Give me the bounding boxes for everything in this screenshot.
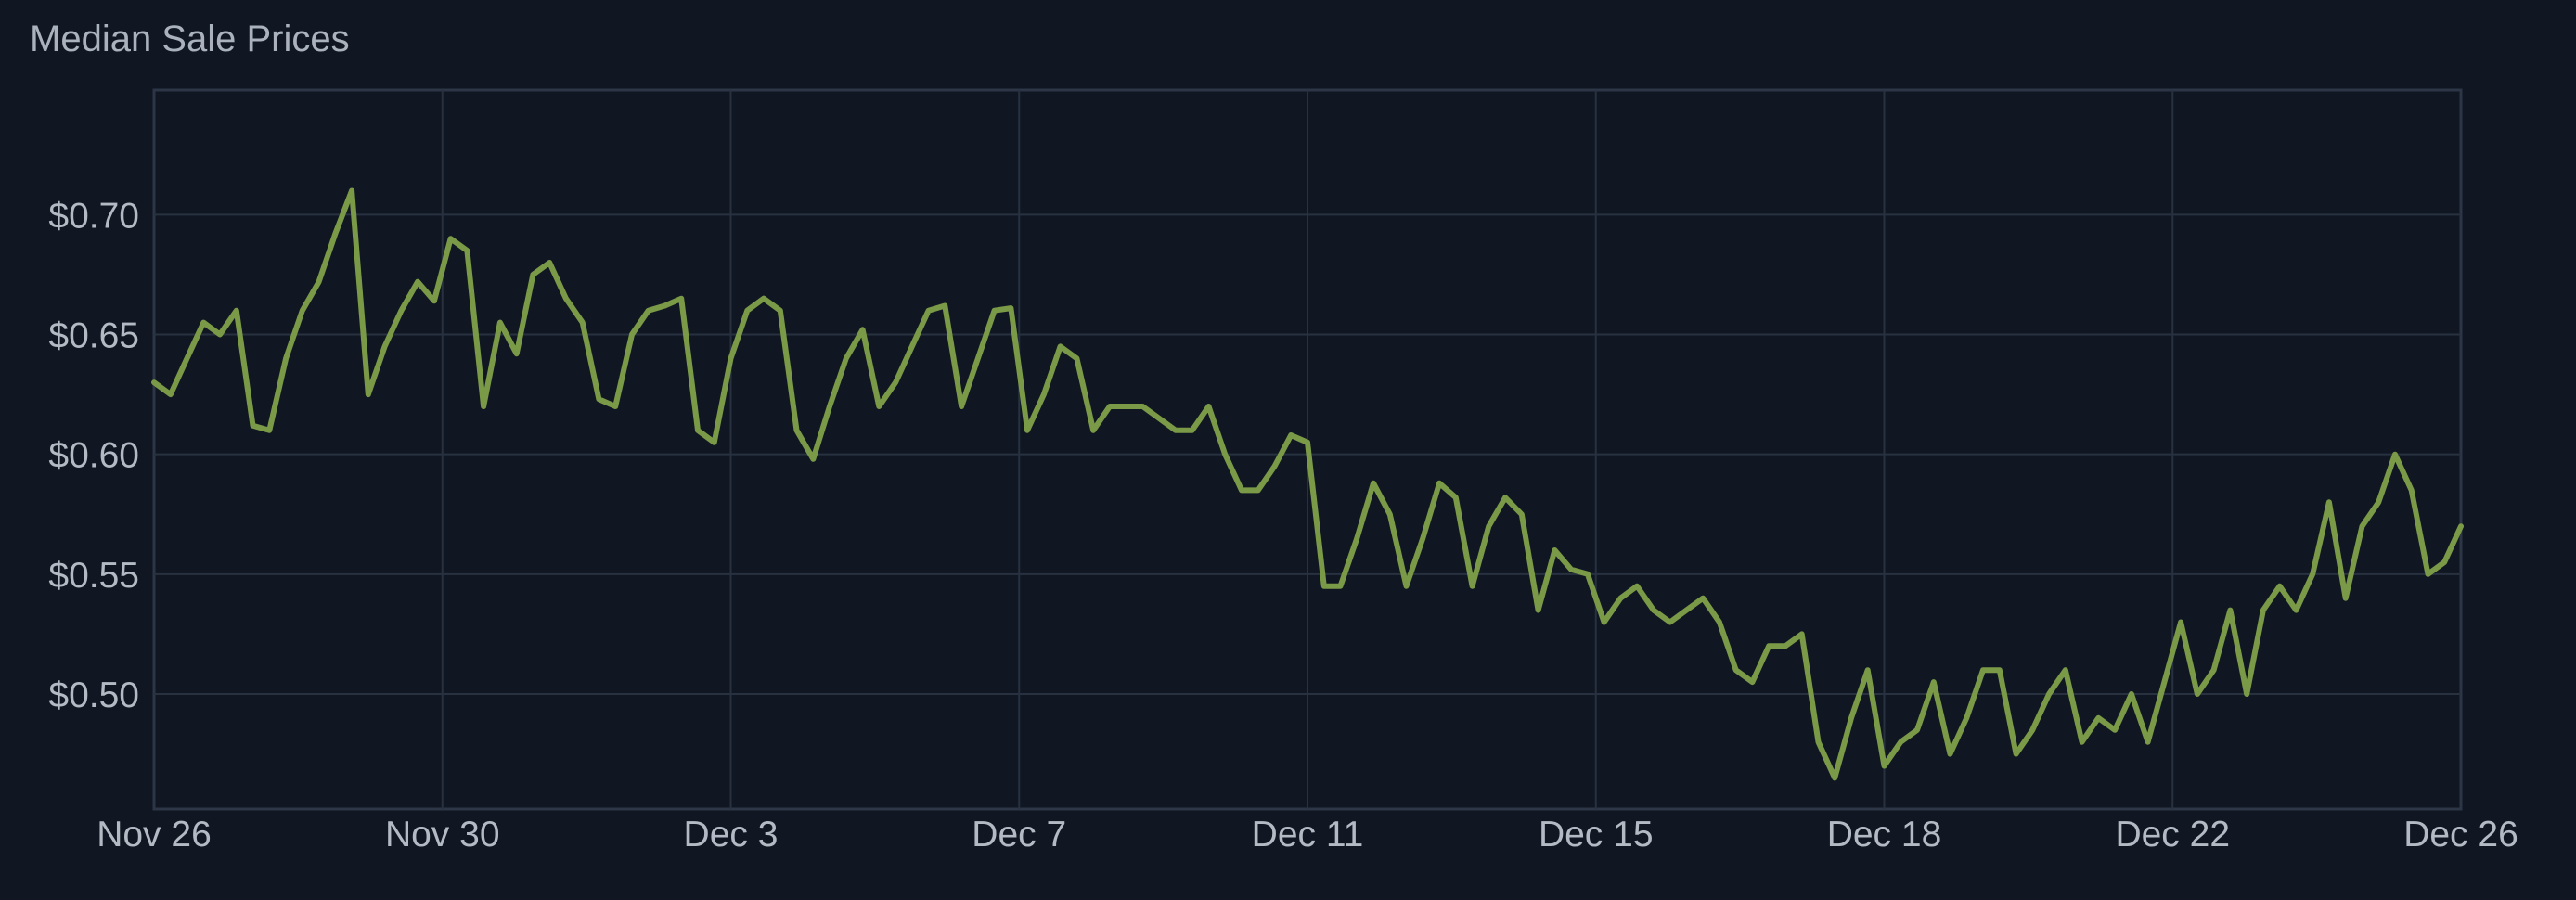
x-tick-label: Dec 22 bbox=[2115, 815, 2230, 855]
y-tick-label: $0.50 bbox=[48, 675, 139, 715]
x-tick-label: Dec 18 bbox=[1827, 815, 1942, 855]
x-tick-label: Dec 26 bbox=[2403, 815, 2518, 855]
x-tick-label: Dec 7 bbox=[972, 815, 1066, 855]
median-price-line bbox=[151, 187, 2464, 781]
x-tick-label: Nov 26 bbox=[97, 815, 212, 855]
y-tick-label: $0.60 bbox=[48, 436, 139, 476]
chart-title: Median Sale Prices bbox=[30, 19, 350, 59]
x-tick-label: Dec 3 bbox=[684, 815, 779, 855]
y-axis: $0.50 $0.55 $0.60 $0.65 $0.70 bbox=[48, 196, 139, 715]
x-axis: Nov 26 Nov 30 Dec 3 Dec 7 Dec 11 Dec 15 Dec 18… bbox=[97, 815, 2518, 855]
x-tick-label: Dec 11 bbox=[1252, 815, 1364, 855]
y-tick-label: $0.55 bbox=[48, 556, 139, 596]
series-layer bbox=[151, 187, 2464, 781]
y-tick-label: $0.70 bbox=[48, 196, 139, 236]
y-tick-label: $0.65 bbox=[48, 316, 139, 356]
x-tick-label: Nov 30 bbox=[385, 815, 500, 855]
x-tick-label: Dec 15 bbox=[1539, 815, 1654, 855]
